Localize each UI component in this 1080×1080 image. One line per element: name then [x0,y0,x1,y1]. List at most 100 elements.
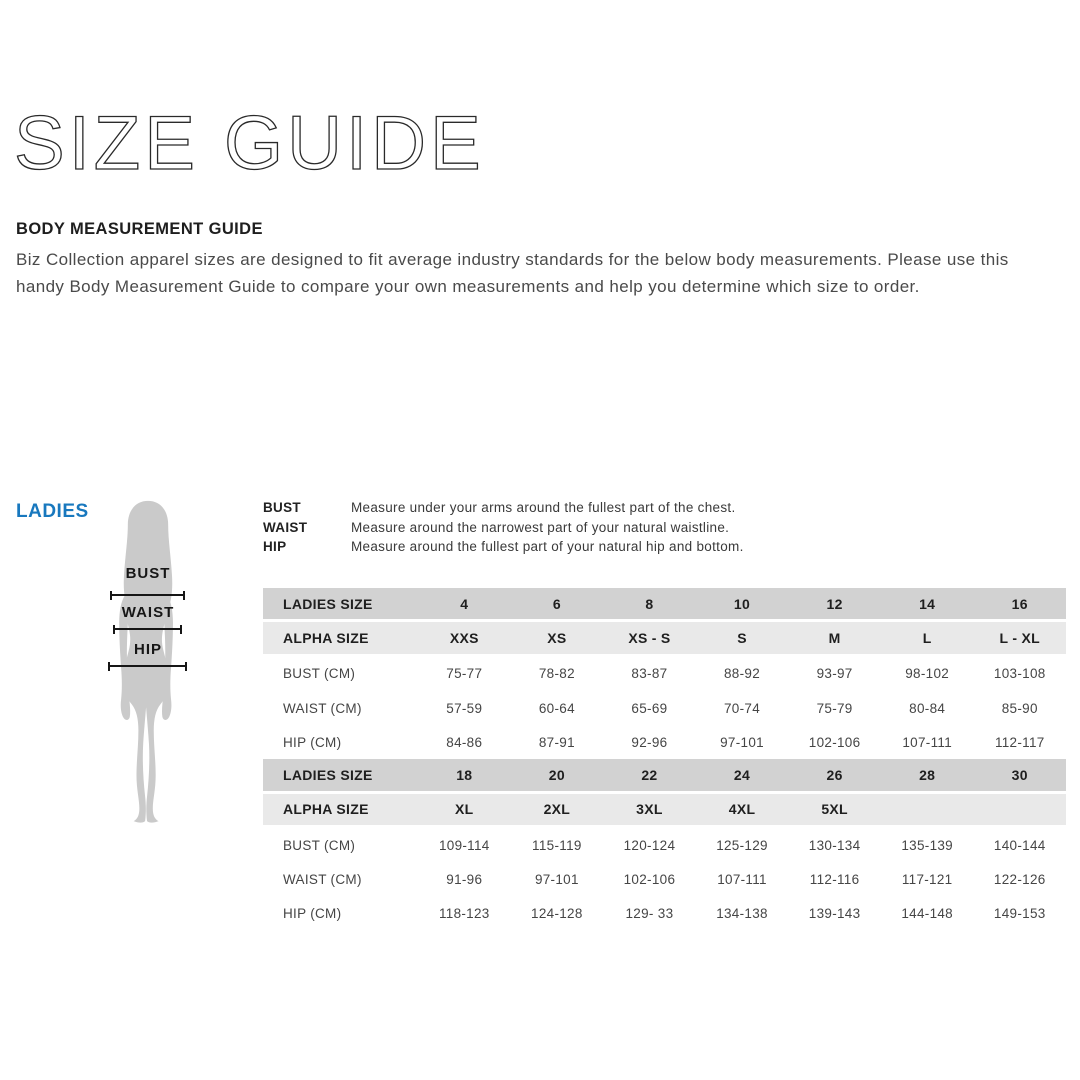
cell-value: 30 [1011,767,1028,784]
size-table: LADIES SIZE 4 6 8 10 12 14 16 ALPHA SIZE XXS XS XS … [263,588,1066,931]
cell-value [973,794,1066,825]
cell-value: XXS [449,629,479,646]
measurement-description: Measure under your arms around the fulle… [351,500,736,516]
row-label: ALPHA SIZE [283,629,369,646]
table-row-ladies-size: LADIES SIZE 18 20 22 24 26 28 30 [263,759,1066,794]
row-label: BUST (CM) [283,666,356,682]
cell-value: 144-148 [901,906,953,922]
cell-value: 84-86 [446,734,483,750]
table-row-ladies-size: LADIES SIZE 4 6 8 10 12 14 16 [263,588,1066,623]
cell-value: 83-87 [631,666,668,682]
cell-value: 3XL [636,801,663,818]
cell-value: 75-77 [446,666,483,682]
cell-value: XL [455,801,474,818]
cell-value: 85-90 [1001,700,1038,716]
cell-value: 149-153 [993,906,1046,922]
cell-value: 103-108 [993,666,1046,682]
figure-hip-label: HIP [133,641,162,658]
cell-value: 12 [826,595,843,612]
cell-value: 130-134 [808,837,861,853]
cell-value: 118-123 [438,906,490,922]
cell-value: 124-128 [531,906,583,922]
figure-waist-label: WAIST [121,604,175,621]
cell-value: 107-111 [717,872,767,888]
cell-value: S [737,629,747,646]
table-row-bust-cm: BUST (CM) 109-114 115-119 120-124 125-129 130… [263,828,1066,862]
cell-value: 112-117 [994,734,1045,750]
cell-value: 135-139 [901,837,953,853]
cell-value: 28 [919,767,936,784]
row-label: BUST (CM) [283,837,356,853]
cell-value: 8 [645,595,654,612]
cell-value: L - XL [999,629,1040,646]
page-title: SIZE GUIDE [13,101,485,186]
cell-value: 134-138 [716,906,768,922]
bust-measure-line [110,590,185,600]
cell-value: 60-64 [538,700,575,716]
cell-value: 109-114 [438,837,490,853]
table-row-hip-cm: HIP (CM) 84-86 87-91 92-96 97-101 102-106 107-… [263,725,1066,759]
cell-value: 80-84 [909,700,946,716]
row-label: LADIES SIZE [283,767,373,784]
cell-value: 93-97 [816,666,853,682]
intro-description: Biz Collection apparel sizes are designe… [16,250,1009,296]
row-label: HIP (CM) [283,906,342,922]
cell-value: 102-106 [808,734,861,750]
hip-measure-line [108,661,187,671]
cell-value: 2XL [543,801,571,818]
measurement-label: HIP [263,539,287,555]
cell-value: 20 [548,767,565,784]
row-label: ALPHA SIZE [283,801,369,818]
cell-value: 112-116 [809,872,860,888]
cell-value: 140-144 [993,837,1046,853]
figure-bust-label: BUST [125,565,171,582]
cell-value: 10 [733,595,751,612]
measurement-def-waist: WAIST Measure around the narrowest part … [263,518,744,538]
cell-value: 122-126 [993,872,1046,888]
cell-value: 125-129 [716,837,768,853]
cell-value [881,794,974,825]
cell-value: 88-92 [724,666,761,682]
row-label: WAIST (CM) [283,700,362,716]
waist-measure-line [113,624,182,634]
cell-value: 14 [919,595,936,612]
measurement-description: Measure around the fullest part of your … [351,539,744,555]
table-row-hip-cm: HIP (CM) 118-123 124-128 129- 33 134-138 139-… [263,897,1066,931]
cell-value: 117-121 [901,872,953,888]
cell-value: 98-102 [905,666,950,682]
cell-value: 97-101 [534,872,579,888]
cell-value: 4XL [728,801,756,818]
table-row-alpha-size: ALPHA SIZE XXS XS XS - S S M L L - XL [263,622,1066,657]
cell-value: 102-106 [623,872,676,888]
section-heading: BODY MEASUREMENT GUIDE [16,220,263,238]
row-label: WAIST (CM) [283,872,362,888]
cell-value: 129- 33 [625,906,674,922]
ladies-figure: BUST WAIST HIP [100,497,196,831]
measurement-label: BUST [263,500,301,516]
row-label: HIP (CM) [283,734,342,750]
cell-value: 70-74 [724,700,761,716]
cell-value: 6 [552,595,561,612]
measurement-def-hip: HIP Measure around the fullest part of y… [263,537,744,557]
table-row-waist-cm: WAIST (CM) 91-96 97-101 102-106 107-111 112-1… [263,862,1066,896]
cell-value: 16 [1011,595,1028,612]
cell-value: XS [547,629,567,646]
cell-value: 92-96 [631,734,668,750]
table-row-alpha-size: ALPHA SIZE XL 2XL 3XL 4XL 5XL [263,793,1066,829]
measurement-description: Measure around the narrowest part of you… [351,519,730,535]
female-silhouette-icon [119,500,173,823]
cell-value: 26 [826,767,843,784]
cell-value: 97-101 [720,734,764,750]
cell-value: 87-91 [538,734,575,750]
cell-value: 22 [641,767,658,784]
measurement-definitions: BUST Measure under your arms around the … [263,498,744,557]
category-label-ladies: LADIES [16,501,89,522]
cell-value: 120-124 [623,837,676,853]
table-row-bust-cm: BUST (CM) 75-77 78-82 83-87 88-92 93-97 98-102… [263,657,1066,691]
cell-value: 5XL [821,801,848,818]
cell-value: 107-111 [902,734,952,750]
cell-value: 115-119 [532,837,582,853]
cell-value: 91-96 [446,872,483,888]
cell-value: 65-69 [631,700,668,716]
cell-value: XS - S [628,629,671,646]
